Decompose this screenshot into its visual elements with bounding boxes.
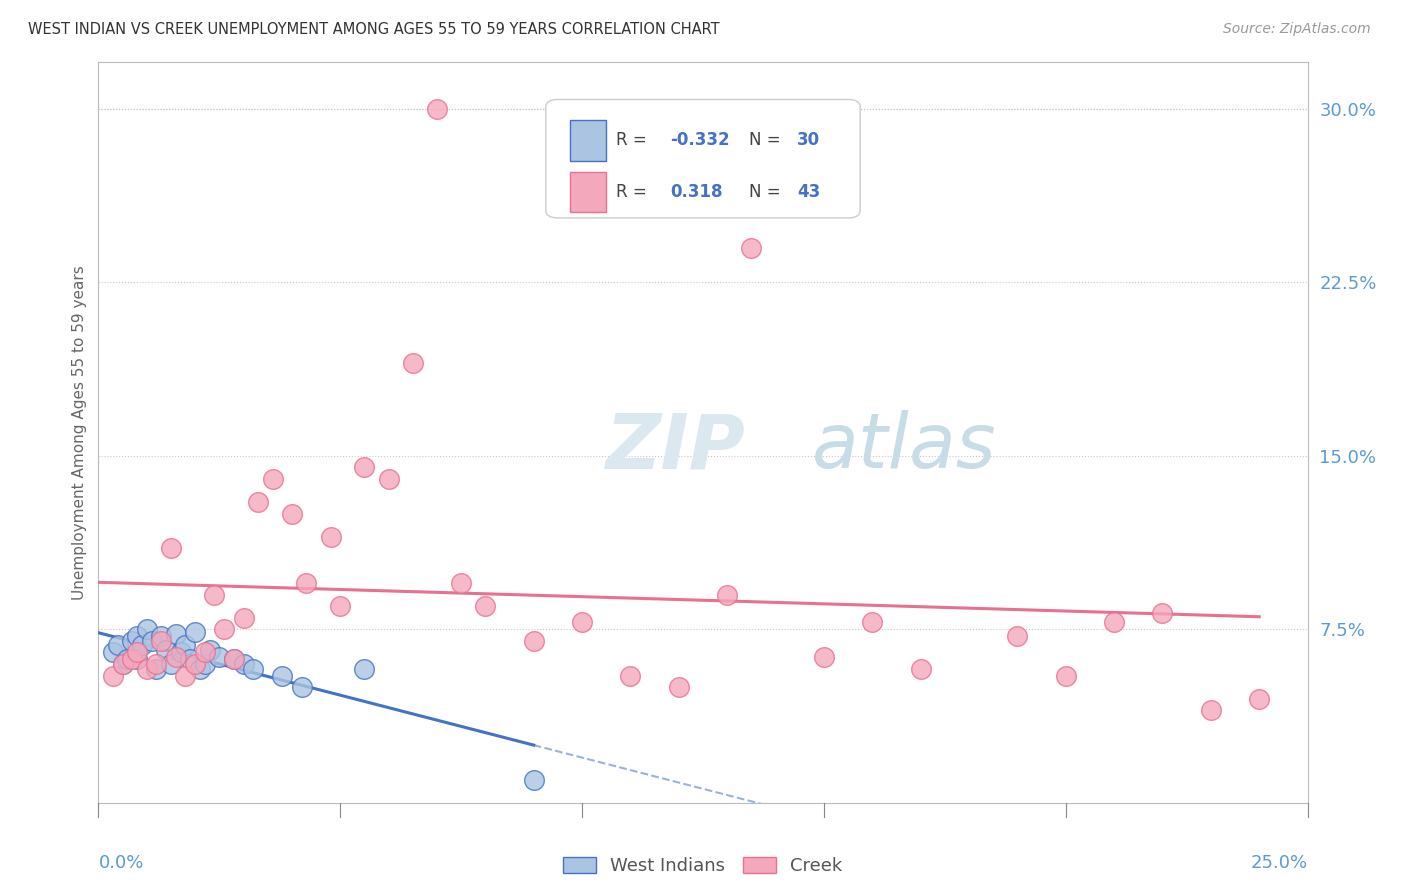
Point — [208, 650, 231, 665]
Point — [204, 588, 226, 602]
Point — [141, 633, 163, 648]
Point — [198, 643, 221, 657]
Point — [184, 624, 207, 639]
Text: atlas: atlas — [811, 410, 997, 484]
Text: 0.318: 0.318 — [671, 183, 723, 201]
Text: N =: N = — [749, 131, 786, 149]
Point — [121, 633, 143, 648]
Point — [127, 645, 149, 659]
Text: -0.332: -0.332 — [671, 131, 730, 149]
Point — [262, 472, 284, 486]
Bar — [569, 171, 606, 212]
Point — [135, 662, 157, 676]
Point — [1054, 668, 1077, 682]
Point — [353, 662, 375, 676]
Point — [184, 657, 207, 671]
Text: 0.0%: 0.0% — [98, 854, 143, 871]
Point — [117, 652, 139, 666]
Point — [242, 662, 264, 676]
Point — [194, 645, 217, 659]
Point — [1249, 691, 1271, 706]
Bar — [569, 120, 606, 161]
Point — [145, 662, 167, 676]
Point — [111, 657, 134, 671]
Point — [523, 633, 546, 648]
Point — [212, 622, 235, 636]
Y-axis label: Unemployment Among Ages 55 to 59 years: Unemployment Among Ages 55 to 59 years — [72, 265, 87, 600]
Point — [232, 610, 254, 624]
Text: 43: 43 — [797, 183, 821, 201]
Point — [165, 627, 187, 641]
Point — [174, 639, 197, 653]
Point — [150, 633, 173, 648]
Point — [247, 495, 270, 509]
Point — [165, 650, 187, 665]
Point — [523, 772, 546, 787]
Point — [353, 460, 375, 475]
Text: 30: 30 — [797, 131, 821, 149]
Point — [329, 599, 352, 614]
Point — [194, 657, 217, 671]
Point — [127, 652, 149, 666]
Point — [188, 662, 211, 676]
Point — [179, 652, 201, 666]
Point — [668, 680, 690, 694]
Point — [426, 102, 449, 116]
Point — [160, 657, 183, 671]
Point — [150, 629, 173, 643]
Text: N =: N = — [749, 183, 786, 201]
Point — [135, 622, 157, 636]
Point — [271, 668, 294, 682]
Text: WEST INDIAN VS CREEK UNEMPLOYMENT AMONG AGES 55 TO 59 YEARS CORRELATION CHART: WEST INDIAN VS CREEK UNEMPLOYMENT AMONG … — [28, 22, 720, 37]
Point — [101, 645, 124, 659]
Point — [111, 657, 134, 671]
Point — [740, 240, 762, 255]
Point — [160, 541, 183, 556]
Point — [319, 530, 342, 544]
Point — [127, 629, 149, 643]
Point — [619, 668, 641, 682]
Point — [402, 356, 425, 370]
Point — [1007, 629, 1029, 643]
Point — [450, 576, 472, 591]
Text: Source: ZipAtlas.com: Source: ZipAtlas.com — [1223, 22, 1371, 37]
Point — [860, 615, 883, 630]
Point — [232, 657, 254, 671]
FancyBboxPatch shape — [546, 99, 860, 218]
Point — [290, 680, 312, 694]
Point — [222, 652, 245, 666]
Point — [1102, 615, 1125, 630]
Point — [131, 639, 153, 653]
Point — [1152, 606, 1174, 620]
Point — [377, 472, 399, 486]
Point — [107, 639, 129, 653]
Text: R =: R = — [616, 183, 657, 201]
Point — [145, 657, 167, 671]
Text: R =: R = — [616, 131, 652, 149]
Point — [1199, 703, 1222, 717]
Point — [295, 576, 318, 591]
Point — [222, 652, 245, 666]
Text: ZIP: ZIP — [606, 410, 747, 484]
Point — [169, 645, 191, 659]
Point — [910, 662, 932, 676]
Text: 25.0%: 25.0% — [1250, 854, 1308, 871]
Point — [571, 615, 593, 630]
Point — [101, 668, 124, 682]
Point — [474, 599, 496, 614]
Point — [174, 668, 197, 682]
Point — [155, 643, 177, 657]
Point — [121, 652, 143, 666]
Point — [813, 650, 835, 665]
Point — [281, 507, 304, 521]
Legend: West Indians, Creek: West Indians, Creek — [557, 850, 849, 882]
Point — [716, 588, 738, 602]
